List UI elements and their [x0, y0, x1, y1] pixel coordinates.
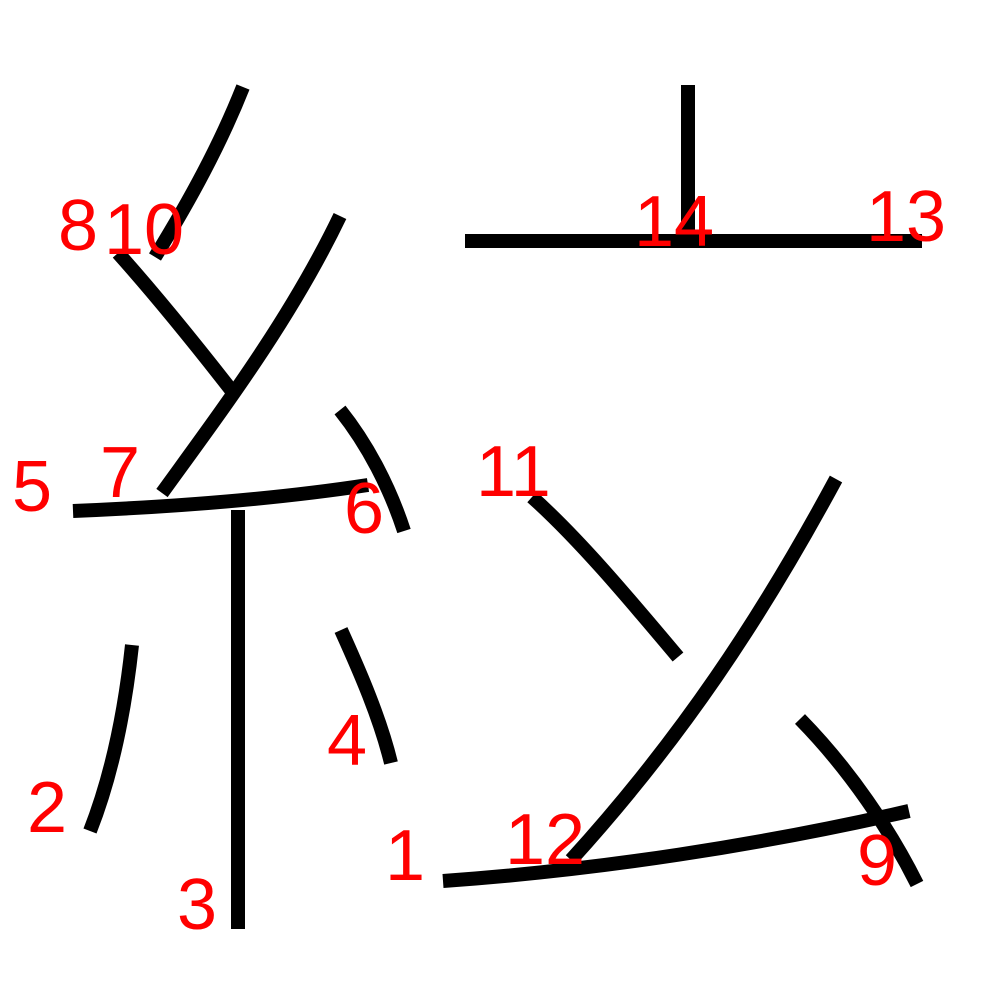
- stroke-number-14: 14: [634, 182, 714, 262]
- stroke-number-10: 10: [104, 190, 184, 270]
- stroke-4: [334, 627, 398, 765]
- stroke-number-2: 2: [27, 768, 67, 848]
- stroke-number-1: 1: [385, 816, 425, 896]
- stroke-6: [334, 405, 411, 534]
- stroke-12: [565, 475, 843, 865]
- stroke-number-4: 4: [327, 701, 367, 781]
- stroke-11: [527, 491, 684, 662]
- stroke-layer: [72, 84, 924, 929]
- stroke-number-8: 8: [58, 186, 98, 266]
- stroke-number-13: 13: [866, 177, 946, 257]
- stroke-number-3: 3: [177, 865, 217, 945]
- stroke-number-9: 9: [857, 821, 897, 901]
- stroke-number-12: 12: [505, 800, 585, 880]
- stroke-5: [72, 478, 370, 518]
- stroke-2: [83, 644, 139, 834]
- stroke-10: [149, 84, 250, 261]
- stroke-number-11: 11: [476, 432, 551, 512]
- stroke-number-7: 7: [100, 433, 140, 513]
- stroke-number-5: 5: [12, 447, 52, 527]
- stroke-number-6: 6: [344, 469, 384, 549]
- stroke-7: [156, 212, 347, 498]
- stroke-1: [442, 804, 911, 888]
- stroke-9: [795, 714, 924, 888]
- stroke-8: [112, 248, 241, 400]
